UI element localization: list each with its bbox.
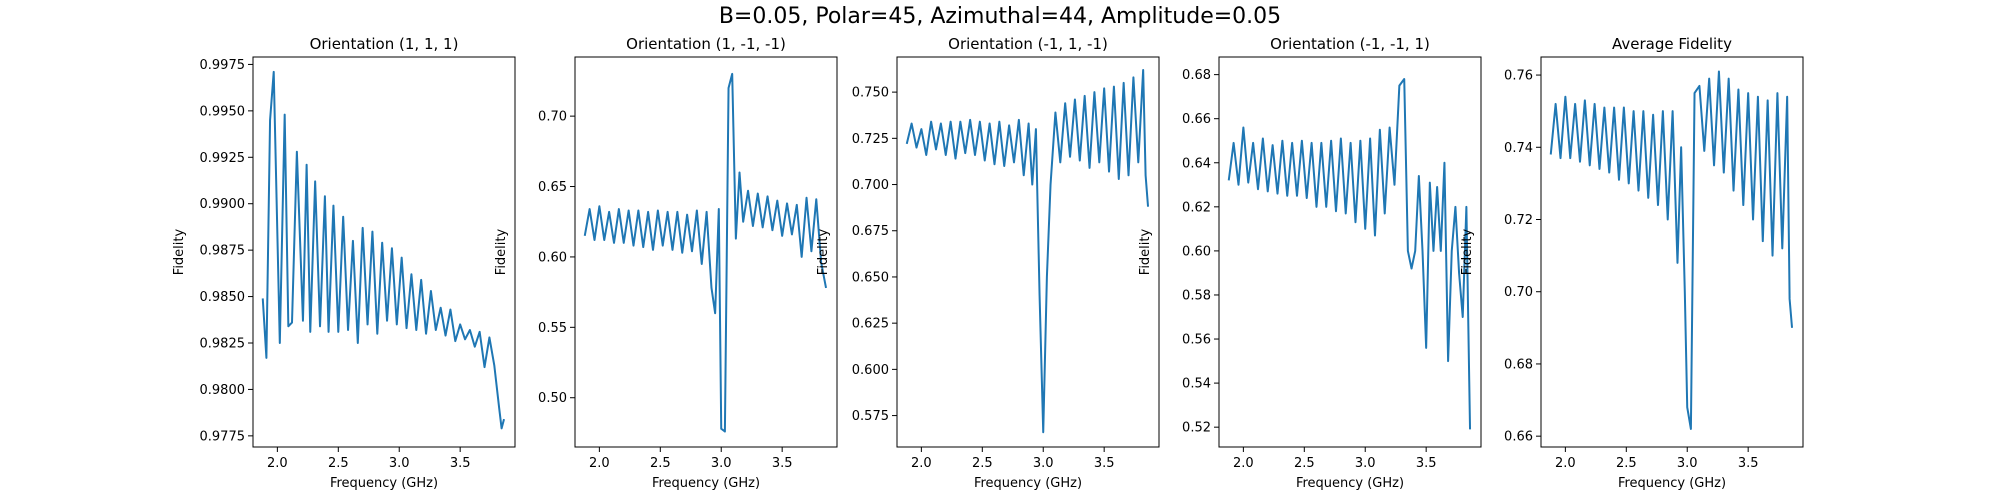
y-tick-label: 0.65 [538,180,567,195]
y-tick-label: 0.725 [852,132,889,147]
y-tick-label: 0.600 [852,363,889,378]
y-tick-label: 0.60 [1182,244,1211,259]
y-tick-label: 0.9850 [200,290,246,305]
y-tick-label: 0.60 [538,250,567,265]
plot-frame [1218,56,1482,448]
subplot-5: 2.0 2.5 3.0 3.5 0.66 0.68 0.70 0.72 0.74 0.76 Aver… [1460,35,1804,491]
x-axis-label: Frequency (GHz) [652,476,760,491]
subplot-1: 2.0 2.5 3.0 3.5 0.9775 0.9800 0.9825 0.9850 0.98… [172,35,516,491]
y-tick-label: 0.9975 [200,58,246,73]
subplot-3: 2.0 2.5 3.0 3.5 0.575 0.600 0.625 0.650 0.675 0.7… [816,35,1160,491]
subplot-title: Orientation (-1, -1, 1) [1270,35,1430,53]
y-tick-label: 0.625 [852,317,889,332]
x-tick-label: 2.5 [328,456,349,471]
x-tick-label: 2.0 [1233,456,1254,471]
y-tick-label: 0.55 [538,321,567,336]
x-tick-label: 2.5 [650,456,671,471]
x-tick-label: 3.0 [389,456,410,471]
x-tick-label: 2.5 [972,456,993,471]
y-tick-label: 0.9925 [200,151,246,166]
x-tick-label: 2.5 [1294,456,1315,471]
y-axis-label: Fidelity [172,228,187,275]
x-axis-label: Frequency (GHz) [974,476,1082,491]
x-tick-label: 3.5 [1094,456,1115,471]
x-axis-label: Frequency (GHz) [1618,476,1726,491]
y-tick-label: 0.54 [1182,377,1211,392]
y-tick-label: 0.70 [1504,285,1533,300]
y-tick-label: 0.58 [1182,288,1211,303]
y-tick-label: 0.50 [538,391,567,406]
y-tick-label: 0.66 [1504,430,1533,445]
x-tick-label: 2.0 [1555,456,1576,471]
y-axis-label: Fidelity [816,228,831,275]
x-tick-label: 2.0 [267,456,288,471]
y-tick-label: 0.66 [1182,112,1211,127]
x-tick-label: 3.0 [1355,456,1376,471]
x-tick-label: 3.0 [711,456,732,471]
subplot-title: Average Fidelity [1612,35,1732,53]
x-axis-label: Frequency (GHz) [330,476,438,491]
y-tick-label: 0.62 [1182,200,1211,215]
y-tick-label: 0.56 [1182,333,1211,348]
x-tick-label: 3.5 [772,456,793,471]
y-tick-label: 0.9825 [200,337,246,352]
y-tick-label: 0.750 [852,86,889,101]
y-tick-label: 0.700 [852,178,889,193]
y-tick-label: 0.9875 [200,244,246,259]
data-line-series-1 [583,72,828,433]
y-tick-label: 0.9950 [200,104,246,119]
x-tick-label: 3.5 [1738,456,1759,471]
subplot-4: 2.0 2.5 3.0 3.5 0.52 0.54 0.56 0.58 0.60 0.62 0.64… [1138,35,1482,491]
y-tick-label: 0.52 [1182,421,1211,436]
y-axis-label: Fidelity [1460,228,1475,275]
y-tick-label: 0.9775 [200,429,246,444]
x-tick-label: 2.0 [911,456,932,471]
y-tick-label: 0.9800 [200,383,246,398]
x-axis-label: Frequency (GHz) [1296,476,1404,491]
data-line-series-1 [1227,78,1472,430]
y-axis-label: Fidelity [494,228,509,275]
x-tick-label: 2.0 [589,456,610,471]
y-tick-label: 0.575 [852,409,889,424]
x-tick-label: 3.0 [1033,456,1054,471]
y-tick-label: 0.675 [852,224,889,239]
y-tick-label: 0.70 [538,110,567,125]
y-tick-label: 0.68 [1182,68,1211,83]
y-tick-label: 0.64 [1182,156,1211,171]
plot-frame [896,56,1160,448]
plot-frame [574,56,838,448]
y-tick-label: 0.74 [1504,141,1533,156]
plot-frame [252,56,516,448]
x-tick-label: 2.5 [1616,456,1637,471]
y-tick-label: 0.72 [1504,213,1533,228]
y-axis-label: Fidelity [1138,228,1153,275]
y-tick-label: 0.76 [1504,69,1533,84]
plot-frame [1540,56,1804,448]
data-line-series-1 [261,70,505,430]
subplot-title: Orientation (1, 1, 1) [310,35,459,53]
x-tick-label: 3.5 [450,456,471,471]
y-tick-label: 0.650 [852,270,889,285]
data-line-series-1 [1549,70,1794,430]
y-tick-label: 0.68 [1504,357,1533,372]
subplot-title: Orientation (-1, 1, -1) [948,35,1108,53]
figure-suptitle: B=0.05, Polar=45, Azimuthal=44, Amplitud… [718,4,1282,29]
subplot-title: Orientation (1, -1, -1) [626,35,786,53]
x-tick-label: 3.5 [1416,456,1437,471]
x-tick-label: 3.0 [1677,456,1698,471]
data-line-series-1 [905,68,1150,434]
y-tick-label: 0.9900 [200,197,246,212]
subplot-2: 2.0 2.5 3.0 3.5 0.50 0.55 0.60 0.65 0.70 Orientat… [494,35,838,491]
